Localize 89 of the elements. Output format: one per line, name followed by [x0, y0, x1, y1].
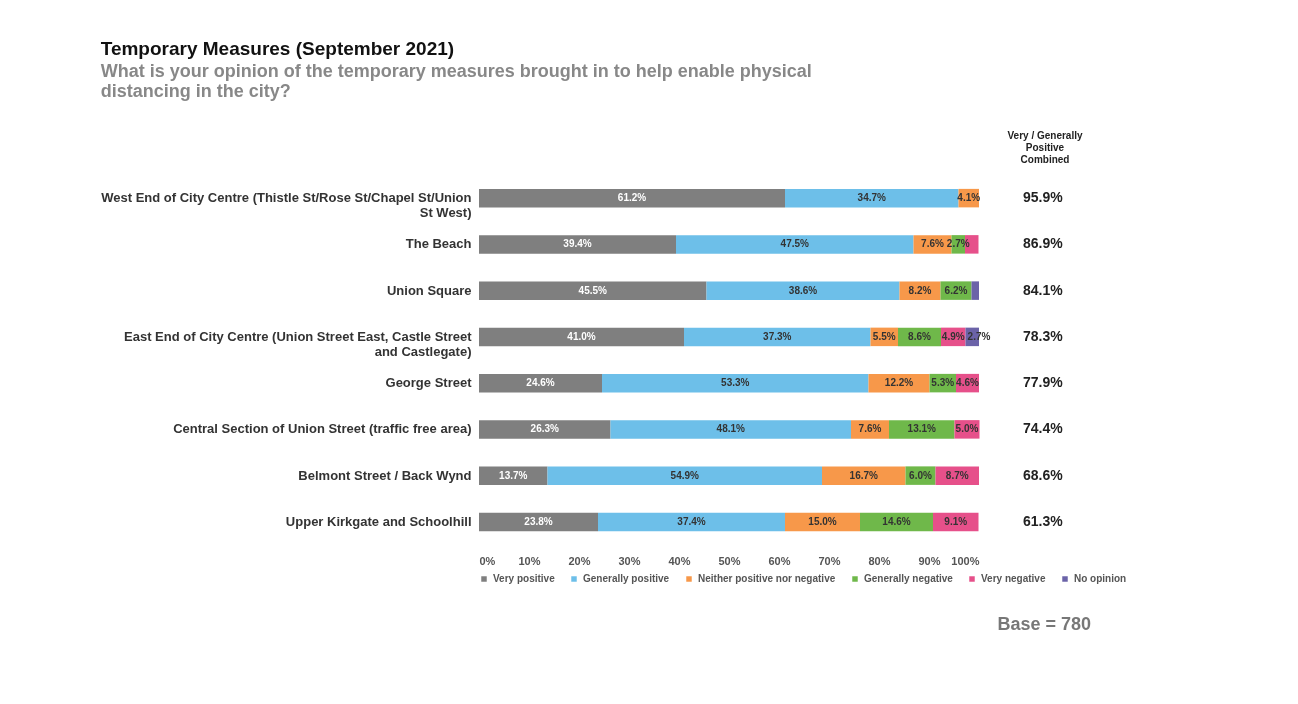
data-label: 7.6% — [858, 423, 882, 435]
x-tick-label: 90% — [918, 554, 941, 567]
legend-label: Generally positive — [583, 573, 670, 584]
x-tick-label: 50% — [718, 554, 741, 567]
data-label: 8.7% — [945, 469, 969, 481]
x-tick-label: 80% — [868, 554, 891, 567]
data-label: 13.1% — [907, 423, 937, 435]
bar — [676, 235, 914, 254]
y-tick-label: Upper Kirkgate and Schoolhill — [285, 513, 472, 529]
data-label: 5.5% — [872, 330, 896, 342]
text: Temporary Measures (September 2021) — [100, 38, 455, 59]
legend-label: Neither positive nor negative — [698, 573, 836, 584]
y-tick-label: George Street — [385, 375, 473, 391]
text: 78.3% — [1023, 327, 1064, 344]
text: 61.3% — [1023, 512, 1064, 529]
data-label: 9.1% — [944, 515, 968, 527]
x-tick-label: 40% — [668, 554, 691, 567]
data-label: 4.9% — [941, 330, 965, 342]
bar — [822, 466, 906, 485]
y-tick-label: Union Square — [386, 282, 472, 298]
legend-label: Very negative — [981, 573, 1046, 584]
bar — [547, 466, 822, 485]
data-label: 12.2% — [884, 377, 914, 389]
chart-subtitle: What is your opinion of the temporary measures brought in to help enable physical distancing in the city? — [100, 61, 812, 101]
data-label: 37.4% — [677, 515, 706, 527]
data-label: 16.7% — [849, 469, 879, 481]
bar — [602, 373, 869, 393]
data-label: 61.2% — [617, 192, 647, 204]
bar — [479, 235, 676, 254]
data-label: 14.6% — [882, 515, 911, 527]
text: Base = 780 — [997, 614, 1091, 634]
data-label: 37.3% — [763, 330, 792, 342]
data-label: 48.1% — [716, 423, 746, 435]
data-label: 7.6% — [921, 238, 944, 250]
data-label: 6.2% — [944, 284, 968, 296]
x-tick-label: 20% — [568, 554, 591, 567]
y-tick-label: The Beach — [405, 236, 472, 252]
data-label: 38.6% — [788, 284, 818, 296]
text: 84.1% — [1023, 281, 1064, 298]
x-tick-label: 0% — [479, 554, 496, 567]
bar — [479, 188, 785, 208]
legend-label: Generally negative — [864, 573, 954, 584]
text: 68.6% — [1023, 466, 1064, 483]
bar — [684, 327, 871, 347]
x-tick-label: 30% — [618, 554, 641, 567]
y-tick-label: East End of City Centre (Union Street East, Castle Street and Castlegate) — [124, 328, 473, 359]
bar — [479, 420, 611, 439]
bar — [479, 373, 602, 393]
data-label: 5.3% — [931, 377, 955, 389]
data-label: 15.0% — [808, 515, 837, 527]
text: 74.4% — [1023, 420, 1064, 437]
data-label: 39.4% — [563, 238, 592, 250]
text: Very / Generally Positive Combined — [1007, 130, 1083, 165]
bar — [706, 281, 900, 300]
data-label: 34.7% — [857, 192, 887, 204]
data-label: 8.2% — [908, 284, 932, 296]
text: 86.9% — [1023, 235, 1064, 252]
data-label: 6.0% — [909, 469, 932, 481]
data-label: 53.3% — [721, 377, 750, 389]
data-label: 41.0% — [567, 330, 596, 342]
bar — [971, 281, 979, 300]
text: 77.9% — [1023, 374, 1064, 391]
data-label: 8.6% — [908, 330, 931, 342]
data-label: 24.6% — [526, 377, 555, 389]
data-label: 13.7% — [499, 469, 528, 481]
y-tick-label: Belmont Street / Back Wynd — [298, 467, 472, 483]
bar — [889, 420, 955, 439]
x-tick-label: 70% — [818, 554, 841, 567]
legend-label: No opinion — [1074, 573, 1127, 584]
bar — [479, 327, 684, 347]
text: 95.9% — [1023, 189, 1064, 206]
x-tick-label: 10% — [518, 554, 541, 567]
data-label: 5.0% — [955, 423, 979, 435]
bar — [598, 512, 785, 532]
bar — [785, 188, 959, 208]
data-label: 4.6% — [956, 377, 979, 389]
data-label: 23.8% — [524, 515, 553, 527]
bar — [479, 466, 548, 485]
data-label: 54.9% — [670, 469, 700, 481]
x-tick-label: 60% — [768, 554, 791, 567]
data-label: 26.3% — [530, 423, 560, 435]
data-label: 45.5% — [578, 284, 608, 296]
legend-label: Very positive — [493, 573, 556, 584]
bar — [610, 420, 851, 439]
bar — [479, 281, 707, 300]
x-tick-label: 100% — [951, 554, 980, 567]
y-tick-label: Central Section of Union Street (traffic free area) — [173, 421, 472, 437]
data-label: 47.5% — [780, 238, 810, 250]
y-tick-label: West End of City Centre (Thistle St/Rose St/Chapel St/Union St West) — [101, 190, 472, 221]
